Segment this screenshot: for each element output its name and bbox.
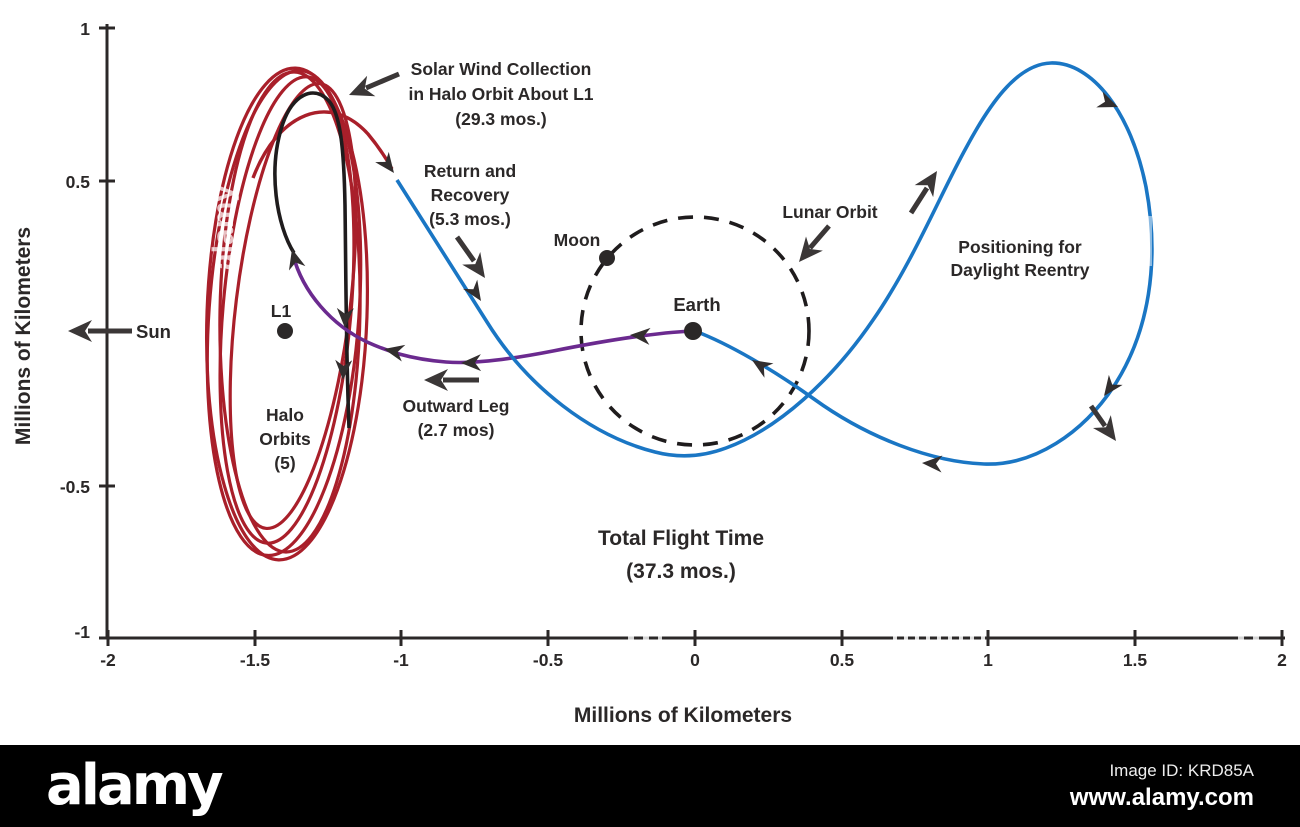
axis-ticks: -2 -1.5 -1 -0.5 0 0.5 1 1.5 2 1 0.5 -0.5 -1 bbox=[60, 19, 1287, 670]
l1-label: L1 bbox=[271, 301, 292, 321]
x-tick-label: -1 bbox=[393, 650, 409, 670]
halo-insertion-path bbox=[273, 91, 351, 429]
return-recovery-arrow bbox=[454, 235, 485, 278]
arrowhead-outward-1 bbox=[630, 327, 651, 345]
solar-wind-arrow bbox=[349, 71, 400, 97]
watermark-loop-lighten bbox=[1138, 216, 1152, 266]
solar-wind-label: Solar Wind Collection in Halo Orbit About… bbox=[408, 59, 593, 129]
x-tick-label: 2 bbox=[1277, 650, 1287, 670]
moon-label: Moon bbox=[554, 230, 601, 250]
arrowhead-halo-departure bbox=[375, 151, 394, 173]
lunar-orbit-circle bbox=[579, 215, 811, 447]
arrowhead-insertion-1 bbox=[336, 307, 354, 328]
image-id-text: Image ID: KRD85A bbox=[1109, 760, 1254, 780]
x-tick-label: 1.5 bbox=[1123, 650, 1148, 670]
watermark-alamy-2: a bbox=[315, 364, 342, 378]
loop-ascent-arrow bbox=[908, 171, 937, 215]
flow-arrowheads bbox=[288, 91, 1123, 473]
alamy-logo: alamy bbox=[46, 753, 224, 818]
total-flight-label: Total Flight Time (37.3 mos.) bbox=[598, 527, 764, 583]
outward-leg-arrow bbox=[424, 369, 479, 391]
outward-leg-label: Outward Leg (2.7 mos) bbox=[403, 396, 510, 440]
arrowhead-return-descent bbox=[462, 279, 481, 301]
halo-orbit-3 bbox=[218, 70, 362, 554]
y-tick-label: 1 bbox=[80, 19, 90, 39]
annotation-arrows bbox=[68, 71, 1116, 441]
y-tick-label: -0.5 bbox=[60, 477, 90, 497]
sun-label: Sun bbox=[136, 321, 171, 342]
y-axis-title: Millions of Kilometers bbox=[12, 227, 35, 445]
x-tick-label: -1.5 bbox=[240, 650, 270, 670]
halo-departure-path bbox=[251, 110, 394, 179]
positioning-label: Positioning for Daylight Reentry bbox=[950, 237, 1089, 280]
outward-leg-path bbox=[291, 254, 693, 365]
x-tick-label: 1 bbox=[983, 650, 993, 670]
watermark-artifacts: alamy a bbox=[207, 185, 1268, 640]
body-markers bbox=[277, 250, 702, 340]
y-tick-label: 0.5 bbox=[66, 172, 91, 192]
trajectory-diagram: -2 -1.5 -1 -0.5 0 0.5 1 1.5 2 1 0.5 -0.5 -1 bbox=[12, 19, 1287, 727]
image-credit: Image ID: KRD85A www.alamy.com bbox=[1070, 761, 1254, 812]
watermark-footer-bar: alamy Image ID: KRD85A www.alamy.com bbox=[0, 745, 1300, 827]
alamy-url-text: www.alamy.com bbox=[1069, 783, 1254, 811]
return-recovery-label: Return and Recovery (5.3 mos.) bbox=[424, 161, 516, 229]
arrowhead-outward-2 bbox=[461, 354, 482, 372]
sun-arrow bbox=[68, 320, 132, 342]
arrowhead-loop-top bbox=[1096, 91, 1118, 108]
loop-descent-arrow bbox=[1088, 404, 1116, 441]
moon-dot bbox=[599, 250, 615, 266]
x-axis-title: Millions of Kilometers bbox=[574, 704, 792, 727]
x-tick-label: 0 bbox=[690, 650, 700, 670]
x-tick-label: -0.5 bbox=[533, 650, 563, 670]
arrowhead-halo-arrival bbox=[288, 249, 306, 271]
arrowhead-final-approach bbox=[752, 360, 774, 378]
watermark-alamy-1: alamy bbox=[207, 185, 240, 270]
lunar-orbit-label: Lunar Orbit bbox=[782, 202, 877, 222]
earth-label: Earth bbox=[673, 294, 720, 315]
arrowhead-loop-southeast bbox=[1104, 374, 1123, 396]
earth-dot bbox=[684, 322, 702, 340]
l1-dot bbox=[277, 323, 293, 339]
arrowhead-loop-bottom bbox=[922, 455, 943, 473]
return-recovery-path bbox=[395, 61, 1154, 466]
halo-orbits-label: Halo Orbits (5) bbox=[259, 405, 311, 473]
labels-layer: Solar Wind Collection in Halo Orbit About… bbox=[12, 59, 1090, 727]
x-tick-label: 0.5 bbox=[830, 650, 855, 670]
halo-orbit-1 bbox=[204, 66, 370, 562]
arrowhead-insertion-2 bbox=[335, 359, 353, 380]
arrowhead-outward-3 bbox=[384, 344, 406, 362]
lunar-orbit-arrow bbox=[799, 224, 831, 262]
x-tick-label: -2 bbox=[100, 650, 116, 670]
y-tick-label: -1 bbox=[74, 622, 90, 642]
